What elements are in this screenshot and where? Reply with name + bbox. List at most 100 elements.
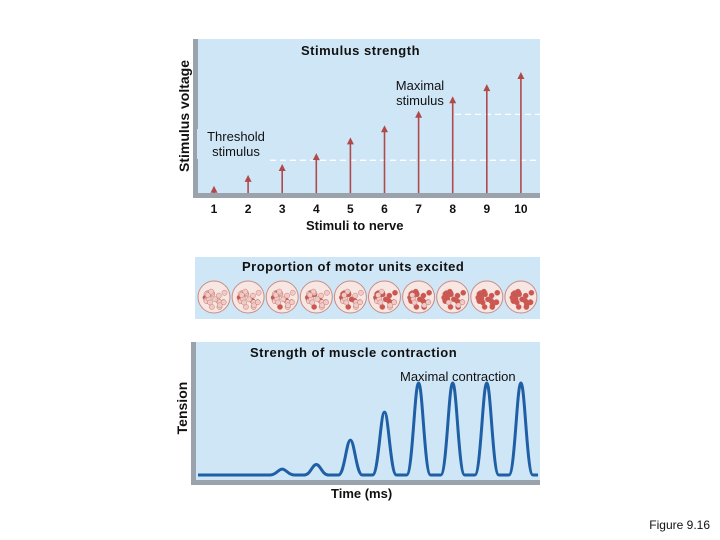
muscle-fiber — [528, 289, 535, 296]
muscle-fiber — [489, 302, 496, 309]
x-tick-8: 8 — [449, 202, 457, 216]
muscle-fiber — [208, 288, 214, 295]
muscle-fiber — [276, 288, 283, 295]
muscle-fiber — [343, 299, 350, 306]
stimulus-arrowhead-8 — [449, 96, 457, 104]
muscle-fiber — [246, 296, 253, 303]
stimulus-arrowhead-9 — [483, 84, 491, 92]
x-tick-9: 9 — [483, 202, 491, 216]
muscle-fiber — [455, 302, 462, 309]
motor-units-title: Proportion of motor units excited — [240, 259, 467, 274]
muscle-fiber — [289, 289, 296, 296]
muscle-fiber — [310, 288, 317, 295]
muscle-fiber — [216, 302, 223, 309]
muscle-fiber — [387, 302, 394, 309]
tension-x-axis — [191, 480, 540, 485]
stimulus-arrowhead-5 — [346, 137, 354, 145]
muscle-fiber — [353, 302, 359, 309]
stimuli-to-nerve-axis-label: Stimuli to nerve — [306, 218, 404, 233]
maximal-stimulus-line2: stimulus — [396, 93, 444, 108]
muscle-fiber — [443, 292, 450, 298]
muscle-fiber — [319, 302, 325, 309]
stimulus-arrowhead-3 — [278, 163, 286, 171]
figure-label: Figure 9.16 — [649, 518, 710, 532]
muscle-fiber — [344, 288, 351, 295]
muscle-fiber — [454, 292, 461, 299]
time-axis-label: Time (ms) — [331, 486, 393, 501]
muscle-fiber — [527, 299, 534, 306]
muscle-fiber — [445, 299, 452, 306]
muscle-fiber — [412, 288, 419, 295]
maximal-contraction-label: Maximal contraction — [400, 369, 516, 384]
x-tick-6: 6 — [381, 202, 388, 216]
muscle-fiber — [523, 302, 530, 309]
tension-axis-label: Tension — [174, 381, 190, 435]
muscle-fiber — [241, 299, 247, 306]
stimulus-arrowhead-6 — [381, 125, 388, 133]
muscle-contraction-title: Strength of muscle contraction — [250, 345, 458, 360]
muscle-fiber — [207, 299, 213, 306]
stimulus-strength-title: Stimulus strength — [301, 43, 421, 58]
muscle-fiber — [426, 289, 432, 296]
muscle-fiber — [242, 288, 249, 295]
x-tick-3: 3 — [278, 202, 286, 216]
stimulus-arrowhead-10 — [517, 72, 525, 79]
muscle-fiber — [275, 299, 281, 306]
muscle-fiber — [212, 296, 218, 303]
muscle-fiber — [285, 302, 291, 309]
x-tick-2: 2 — [244, 202, 252, 216]
muscle-fiber — [420, 292, 427, 299]
muscle-fiber — [409, 292, 416, 298]
muscle-fiber — [392, 289, 398, 296]
stimulus-strength-panel — [198, 39, 540, 197]
stimulus-arrowhead-2 — [244, 174, 252, 182]
threshold-stimulus-line1: Threshold — [207, 129, 265, 144]
x-tick-1: 1 — [210, 202, 218, 216]
muscle-fiber — [318, 292, 324, 299]
muscle-fiber — [416, 296, 423, 303]
muscle-fiber — [519, 296, 525, 303]
muscle-fiber — [314, 296, 321, 303]
maximal-stimulus-label: Maximal stimulus — [386, 78, 454, 108]
muscle-fiber — [493, 299, 500, 306]
muscle-fiber — [348, 296, 355, 303]
muscle-fiber — [477, 292, 484, 298]
muscle-fiber — [307, 292, 313, 298]
muscle-fiber — [386, 292, 393, 299]
muscle-fiber — [382, 296, 389, 303]
muscle-fiber — [451, 296, 457, 303]
muscle-fiber — [221, 289, 228, 296]
muscle-fiber — [289, 299, 295, 306]
muscle-fiber — [511, 292, 518, 298]
muscle-fiber — [447, 288, 453, 295]
muscle-fiber — [250, 292, 256, 299]
muscle-fiber — [459, 299, 466, 306]
muscle-fiber — [377, 299, 384, 306]
muscle-fiber — [421, 302, 428, 309]
muscle-fiber — [273, 292, 279, 298]
muscle-fiber — [255, 299, 261, 306]
muscle-fiber — [514, 299, 520, 306]
x-tick-5: 5 — [347, 202, 354, 216]
muscle-fiber — [481, 288, 487, 295]
threshold-stimulus-label: Threshold stimulus — [197, 129, 275, 159]
muscle-fiber — [378, 288, 385, 295]
stimulus-arrowhead-1 — [210, 185, 218, 193]
x-tick-7: 7 — [415, 202, 422, 216]
stimulus-arrowhead-4 — [312, 153, 320, 161]
muscle-fiber — [216, 292, 222, 299]
muscle-fiber — [220, 299, 227, 306]
muscle-fiber — [391, 299, 398, 306]
x-tick-10: 10 — [514, 202, 528, 216]
muscle-fiber — [255, 289, 262, 296]
tension-y-axis — [191, 342, 196, 485]
muscle-fiber — [358, 289, 364, 296]
muscle-fiber — [375, 292, 381, 298]
muscle-fiber — [341, 292, 347, 298]
x-tick-4: 4 — [312, 202, 320, 216]
muscle-fiber — [280, 296, 287, 303]
muscle-fiber — [357, 299, 363, 306]
muscle-fiber — [352, 292, 359, 299]
